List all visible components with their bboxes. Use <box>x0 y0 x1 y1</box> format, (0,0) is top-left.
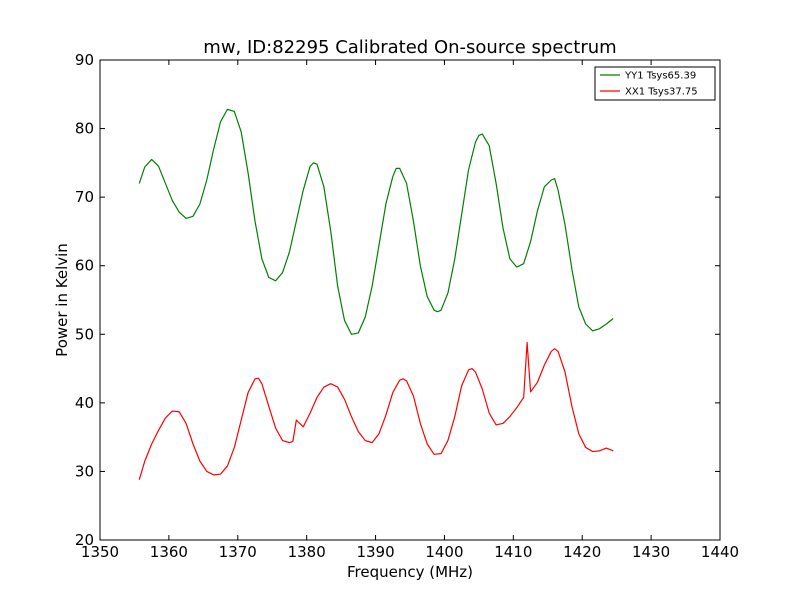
y-tick-label: 80 <box>75 120 94 138</box>
y-tick-label: 50 <box>75 325 94 343</box>
y-axis: 20 30 40 50 60 70 80 90 <box>75 51 720 549</box>
x-tick-label: 1400 <box>425 543 463 561</box>
plot-frame <box>99 59 721 541</box>
y-tick-label: 40 <box>75 394 94 412</box>
legend-label-2: XX1 Tsys37.75 <box>625 87 698 98</box>
series-line-1 <box>138 108 614 335</box>
x-axis: 1350 1360 1370 1380 1390 1400 1410 1420 1430 1440 <box>81 60 739 561</box>
x-tick-label: 1350 <box>81 543 119 561</box>
x-tick-label: 1370 <box>219 543 257 561</box>
x-tick-label: 1430 <box>632 543 670 561</box>
x-tick-label: 1410 <box>494 543 532 561</box>
y-tick-label: 20 <box>75 531 94 549</box>
y-tick-label: 60 <box>75 257 94 275</box>
chart-title: mw, ID:82295 Calibrated On-source spectr… <box>203 37 616 58</box>
legend-box <box>594 66 716 101</box>
x-tick-label: 1420 <box>563 543 601 561</box>
y-tick-label: 70 <box>75 188 94 206</box>
legend: YY1 Tsys65.39 XX1 Tsys37.75 <box>594 66 716 101</box>
plot-area <box>100 60 720 540</box>
y-tick-label: 90 <box>75 51 94 69</box>
x-tick-label: 1360 <box>150 543 188 561</box>
y-axis-label: Power in Kelvin <box>53 243 71 357</box>
series-group <box>138 108 614 480</box>
x-tick-label: 1380 <box>288 543 326 561</box>
legend-label-1: YY1 Tsys65.39 <box>624 71 696 82</box>
series-line-2 <box>138 341 614 480</box>
x-tick-label: 1440 <box>701 543 739 561</box>
x-tick-label: 1390 <box>356 543 394 561</box>
y-tick-label: 30 <box>75 462 94 480</box>
x-axis-label: Frequency (MHz) <box>347 563 473 581</box>
